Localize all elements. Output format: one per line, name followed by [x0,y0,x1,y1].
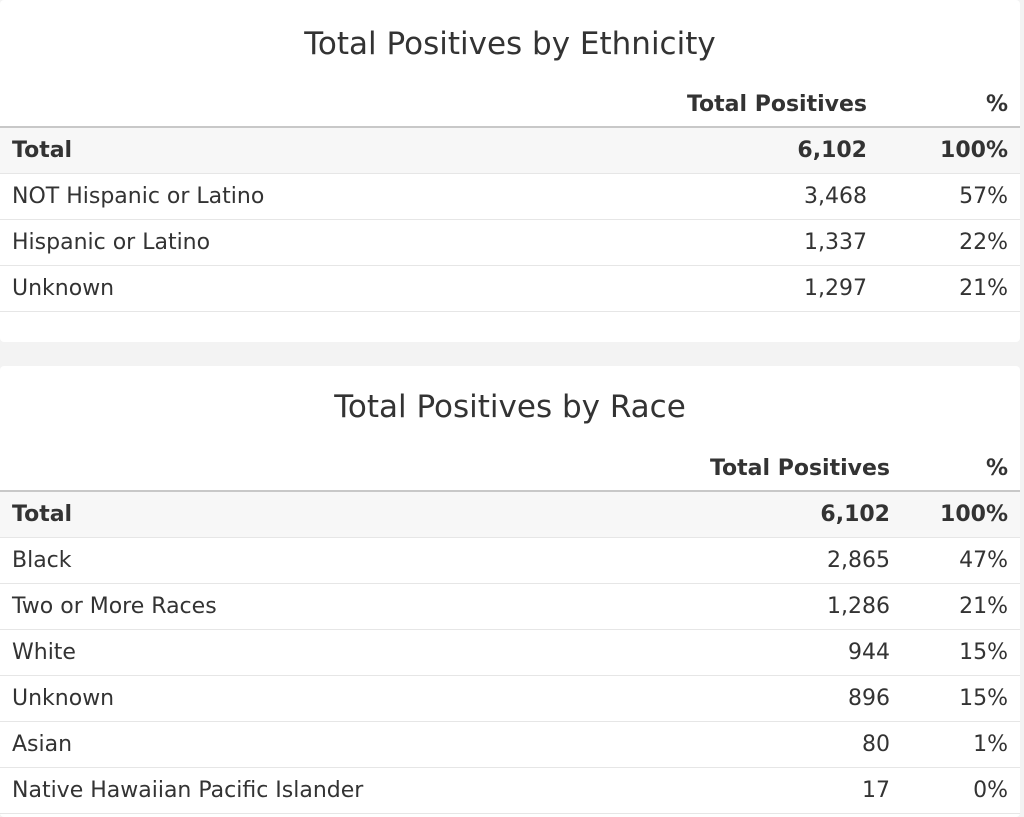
column-header-total-positives: Total Positives [575,82,867,128]
table-header-row: Total Positives % [0,82,1020,128]
row-label: NOT Hispanic or Latino [0,173,575,220]
table-row: Black 2,865 47% [0,537,1020,584]
race-table: Total Positives % Total 6,102 100% Black… [0,446,1020,814]
row-count: 1,297 [575,265,867,312]
table-row: Asian 80 1% [0,721,1020,768]
row-count: 896 [599,675,890,722]
row-count: 80 [599,721,890,768]
row-label: Unknown [0,265,575,312]
row-percent: 1% [890,721,1020,768]
column-header-label [0,82,575,128]
row-label: Black [0,537,599,584]
row-count: 6,102 [599,491,890,538]
row-count: 2,865 [599,537,890,584]
table-row-total: Total 6,102 100% [0,491,1020,538]
column-header-percent: % [890,446,1020,492]
row-count: 6,102 [575,127,867,174]
row-percent: 47% [890,537,1020,584]
row-percent: 0% [890,767,1020,814]
row-label: Hispanic or Latino [0,219,575,266]
row-label: Two or More Races [0,583,599,630]
row-label: White [0,629,599,676]
row-percent: 100% [867,127,1020,174]
table-row: White 944 15% [0,629,1020,676]
row-label: Unknown [0,675,599,722]
table-row: Native Hawaiian Pacific Islander 17 0% [0,767,1020,814]
table-row: Unknown 1,297 21% [0,265,1020,312]
column-header-label [0,446,599,492]
table-row: Unknown 896 15% [0,675,1020,722]
row-count: 3,468 [575,173,867,220]
race-card: Total Positives by Race Total Positives … [0,366,1020,817]
ethnicity-table: Total Positives % Total 6,102 100% NOT H… [0,82,1020,312]
column-header-percent: % [867,82,1020,128]
row-count: 1,337 [575,219,867,266]
row-label: Total [0,127,575,174]
row-label: Asian [0,721,599,768]
table-row: Hispanic or Latino 1,337 22% [0,219,1020,266]
row-count: 944 [599,629,890,676]
table-row: NOT Hispanic or Latino 3,468 57% [0,173,1020,220]
row-percent: 15% [890,675,1020,722]
column-header-total-positives: Total Positives [599,446,890,492]
row-count: 1,286 [599,583,890,630]
table-row-total: Total 6,102 100% [0,127,1020,174]
row-percent: 21% [867,265,1020,312]
table-row: Two or More Races 1,286 21% [0,583,1020,630]
ethnicity-title: Total Positives by Ethnicity [304,26,716,62]
row-percent: 21% [890,583,1020,630]
row-percent: 15% [890,629,1020,676]
table-header-row: Total Positives % [0,446,1020,492]
row-label: Total [0,491,599,538]
race-title: Total Positives by Race [334,389,686,425]
row-percent: 22% [867,219,1020,266]
row-count: 17 [599,767,890,814]
row-percent: 100% [890,491,1020,538]
row-percent: 57% [867,173,1020,220]
ethnicity-card: Total Positives by Ethnicity Total Posit… [0,0,1020,342]
row-label: Native Hawaiian Pacific Islander [0,767,599,814]
